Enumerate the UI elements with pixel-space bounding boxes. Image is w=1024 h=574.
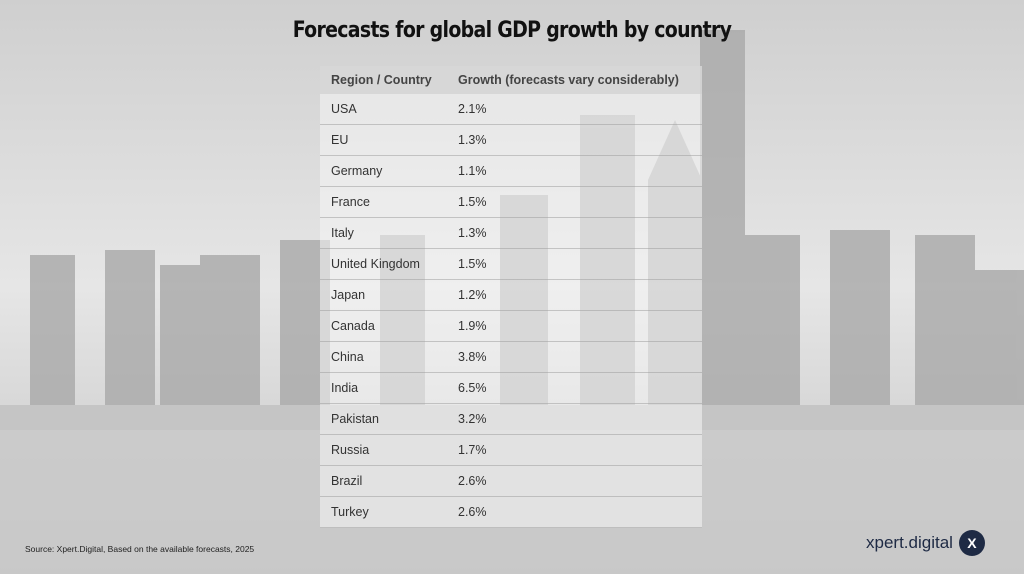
table-row: USA 2.1% <box>320 94 702 125</box>
country-cell: Russia <box>320 434 447 466</box>
country-cell: Brazil <box>320 465 447 497</box>
growth-cell: 1.5% <box>447 186 702 218</box>
header-row: Region / Country Growth (forecasts vary … <box>320 66 702 94</box>
country-cell: China <box>320 341 447 373</box>
growth-cell: 2.1% <box>447 94 702 125</box>
growth-cell: 2.6% <box>447 496 702 528</box>
table-row: EU 1.3% <box>320 124 702 156</box>
country-cell: United Kingdom <box>320 248 447 280</box>
country-cell: India <box>320 372 447 404</box>
table-row: Canada 1.9% <box>320 310 702 342</box>
growth-cell: 3.2% <box>447 403 702 435</box>
growth-cell: 1.5% <box>447 248 702 280</box>
growth-cell: 6.5% <box>447 372 702 404</box>
table-row: Japan 1.2% <box>320 279 702 311</box>
logo: xpert.digital X <box>866 530 985 556</box>
table-row: Turkey 2.6% <box>320 496 702 528</box>
country-cell: Japan <box>320 279 447 311</box>
country-cell: France <box>320 186 447 218</box>
logo-text: xpert.digital <box>866 533 953 552</box>
table-row: Pakistan 3.2% <box>320 403 702 435</box>
growth-cell: 1.2% <box>447 279 702 311</box>
table-body: USA 2.1% EU 1.3% Germany 1.1% France 1.5% Italy 1… <box>320 94 702 528</box>
growth-cell: 1.3% <box>447 217 702 249</box>
table-row: India 6.5% <box>320 372 702 404</box>
country-cell: Germany <box>320 155 447 187</box>
table-row: Brazil 2.6% <box>320 465 702 497</box>
table-row: United Kingdom 1.5% <box>320 248 702 280</box>
logo-icon: X <box>958 530 985 556</box>
column-header: Growth (forecasts vary considerably) <box>447 66 702 94</box>
growth-cell: 1.1% <box>447 155 702 187</box>
country-cell: Turkey <box>320 496 447 528</box>
table-row: Germany 1.1% <box>320 155 702 187</box>
country-cell: USA <box>320 94 447 125</box>
source-note: Source: Xpert.Digital, Based on the avai… <box>25 544 255 554</box>
country-cell: Italy <box>320 217 447 249</box>
country-cell: Canada <box>320 310 447 342</box>
country-cell: Pakistan <box>320 403 447 435</box>
country-cell: EU <box>320 124 447 156</box>
column-header: Region / Country <box>320 66 447 94</box>
growth-cell: 1.3% <box>447 124 702 156</box>
growth-cell: 2.6% <box>447 465 702 497</box>
growth-cell: 1.9% <box>447 310 702 342</box>
title: Forecasts for global GDP growth by count… <box>292 18 732 43</box>
table-row: Italy 1.3% <box>320 217 702 249</box>
table-row: China 3.8% <box>320 341 702 373</box>
table-row: Russia 1.7% <box>320 434 702 466</box>
growth-cell: 3.8% <box>447 341 702 373</box>
growth-cell: 1.7% <box>447 434 702 466</box>
table-row: France 1.5% <box>320 186 702 218</box>
table: Region / Country Growth (forecasts vary … <box>320 66 702 528</box>
